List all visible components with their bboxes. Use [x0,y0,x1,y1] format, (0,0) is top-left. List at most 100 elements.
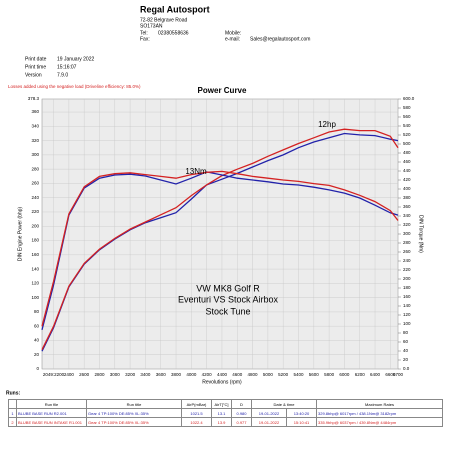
header-row: Run file Run title AirP(mBar) AirT[°C] D Date… [8,399,443,409]
x-tick-label: 5600 [309,372,320,377]
y2-tick-label: 560 [403,114,411,119]
y-tick-label: 260 [31,181,39,186]
cell: 1 [8,408,17,418]
y2-tick-label: 200 [403,276,411,281]
y-tick-label: 200 [31,223,39,228]
y2-tick-label: 380 [403,195,411,200]
y2-tick-label: 160 [403,294,411,299]
y2-tick-label: 400 [403,186,411,191]
cell: BLUBE BASE RUN R2.001 [16,408,87,418]
x-tick-label: 2400 [64,372,75,377]
x-tick-label: 3600 [156,372,167,377]
cell: 329.8bhp@ 6017rpm / 438.1Nm@ 3182rpm [316,408,443,418]
print-label: Print date [25,56,47,62]
header-cell: Maximum Rates [316,399,443,409]
y-tick-label: 0 [36,366,39,371]
y2-tick-label: 420 [403,177,411,182]
y2-tick-label: 280 [403,240,411,245]
tel-label: Tel: [140,30,148,36]
x-tick-label: 3000 [110,372,121,377]
cell: 335.9bhp@ 6037rpm / 439.8Nm@ 4484rpm [316,417,443,427]
y-tick-label: 160 [31,252,39,257]
header-cell: AirT[°C] [211,399,232,409]
y2-tick-label: 340 [403,213,411,218]
annotation: Eventuri VS Stock Airbox [178,294,279,304]
cell: 15:10:41 [286,417,317,427]
y2-tick-label: 0.0 [403,366,410,371]
cell: 2 [8,417,17,427]
runs-label: Runs: [6,390,21,396]
x-tick-label: 3400 [140,372,151,377]
fax-label: Fax: [140,36,150,42]
x-tick-label: 2600 [79,372,90,377]
header-cell: Date & time [251,399,317,409]
y2-tick-label: 440 [403,168,411,173]
y-axis-label: DIN Engine Power (bhp) [17,207,23,262]
y2-tick-label: 140 [403,303,411,308]
x-tick-label: 2800 [94,372,105,377]
company: Regal Autosport [140,4,210,14]
y2-tick-label: 180 [403,285,411,290]
x-tick-label: 6600 [385,372,396,377]
address: SO173AN [140,23,163,29]
print-value: 7.9.0 [57,72,68,78]
y2-tick-label: 260 [403,249,411,254]
x-tick-label: 2049:2200 [43,372,65,377]
run-row: 2 BLUBE BASE RUN INTAKE R1.001 Gear 4 TP:1… [8,417,443,427]
series-line [41,170,399,327]
y2-tick-label: 600.0 [403,96,415,101]
cell: 13:40:20 [286,408,317,418]
x-tick-label: 4000 [186,372,197,377]
y2-tick-label: 220 [403,267,411,272]
x-tick-label: 6000 [339,372,350,377]
print-value: 19 January 2022 [57,56,94,62]
y-tick-label: 360 [31,109,39,114]
header-cell: D [231,399,252,409]
y-tick-label: 20 [34,352,40,357]
y2-tick-label: 480 [403,150,411,155]
series-line [41,171,399,331]
y2-tick-label: 120 [403,312,411,317]
y-tick-label: 120 [31,281,39,286]
header-cell: Run title [86,399,182,409]
x-tick-label: 6200 [355,372,366,377]
x-tick-label: 5400 [293,372,304,377]
y-tick-label: 320 [31,138,39,143]
header-cell: AirP(mBar) [181,399,212,409]
y2-axis-label: DIN Torque (Nm) [418,215,424,253]
cell: 19-01-2022 [251,408,287,418]
y-tick-label: 80 [34,309,40,314]
y2-tick-label: 240 [403,258,411,263]
chart-title: Power Curve [198,86,247,95]
annotation: VW MK8 Golf R [196,283,260,293]
y-tick-label: 378.3 [28,96,40,101]
x-tick-label: 5800 [324,372,335,377]
cell: 13.1 [211,408,232,418]
x-tick-label: 4800 [248,372,259,377]
cell: 1022.4 [181,417,212,427]
x-tick-label: 4400 [217,372,228,377]
runs-table: Run file Run title AirP(mBar) AirT[°C] D Date… [8,399,443,427]
y2-tick-label: 60 [403,339,409,344]
cell: BLUBE BASE RUN INTAKE R1.001 [16,417,87,427]
annotation: 12hp [318,120,336,129]
x-tick-label: 5000 [263,372,274,377]
y2-tick-label: 20 [403,357,409,362]
x-tick-label: 6700 [393,372,404,377]
y2-tick-label: 520 [403,132,411,137]
cell: 1021.5 [181,408,212,418]
y2-tick-label: 40 [403,348,409,353]
header-cell [8,399,17,409]
y2-tick-label: 500 [403,141,411,146]
email: Sales@regalautosport.com [250,36,310,42]
y-tick-label: 100 [31,295,39,300]
y2-tick-label: 300 [403,231,411,236]
x-tick-label: 5200 [278,372,289,377]
y-tick-label: 340 [31,124,39,129]
x-tick-label: 6400 [370,372,381,377]
y2-tick-label: 580 [403,105,411,110]
y-tick-label: 40 [34,338,40,343]
y2-tick-label: 320 [403,222,411,227]
header-cell: Run file [16,399,87,409]
